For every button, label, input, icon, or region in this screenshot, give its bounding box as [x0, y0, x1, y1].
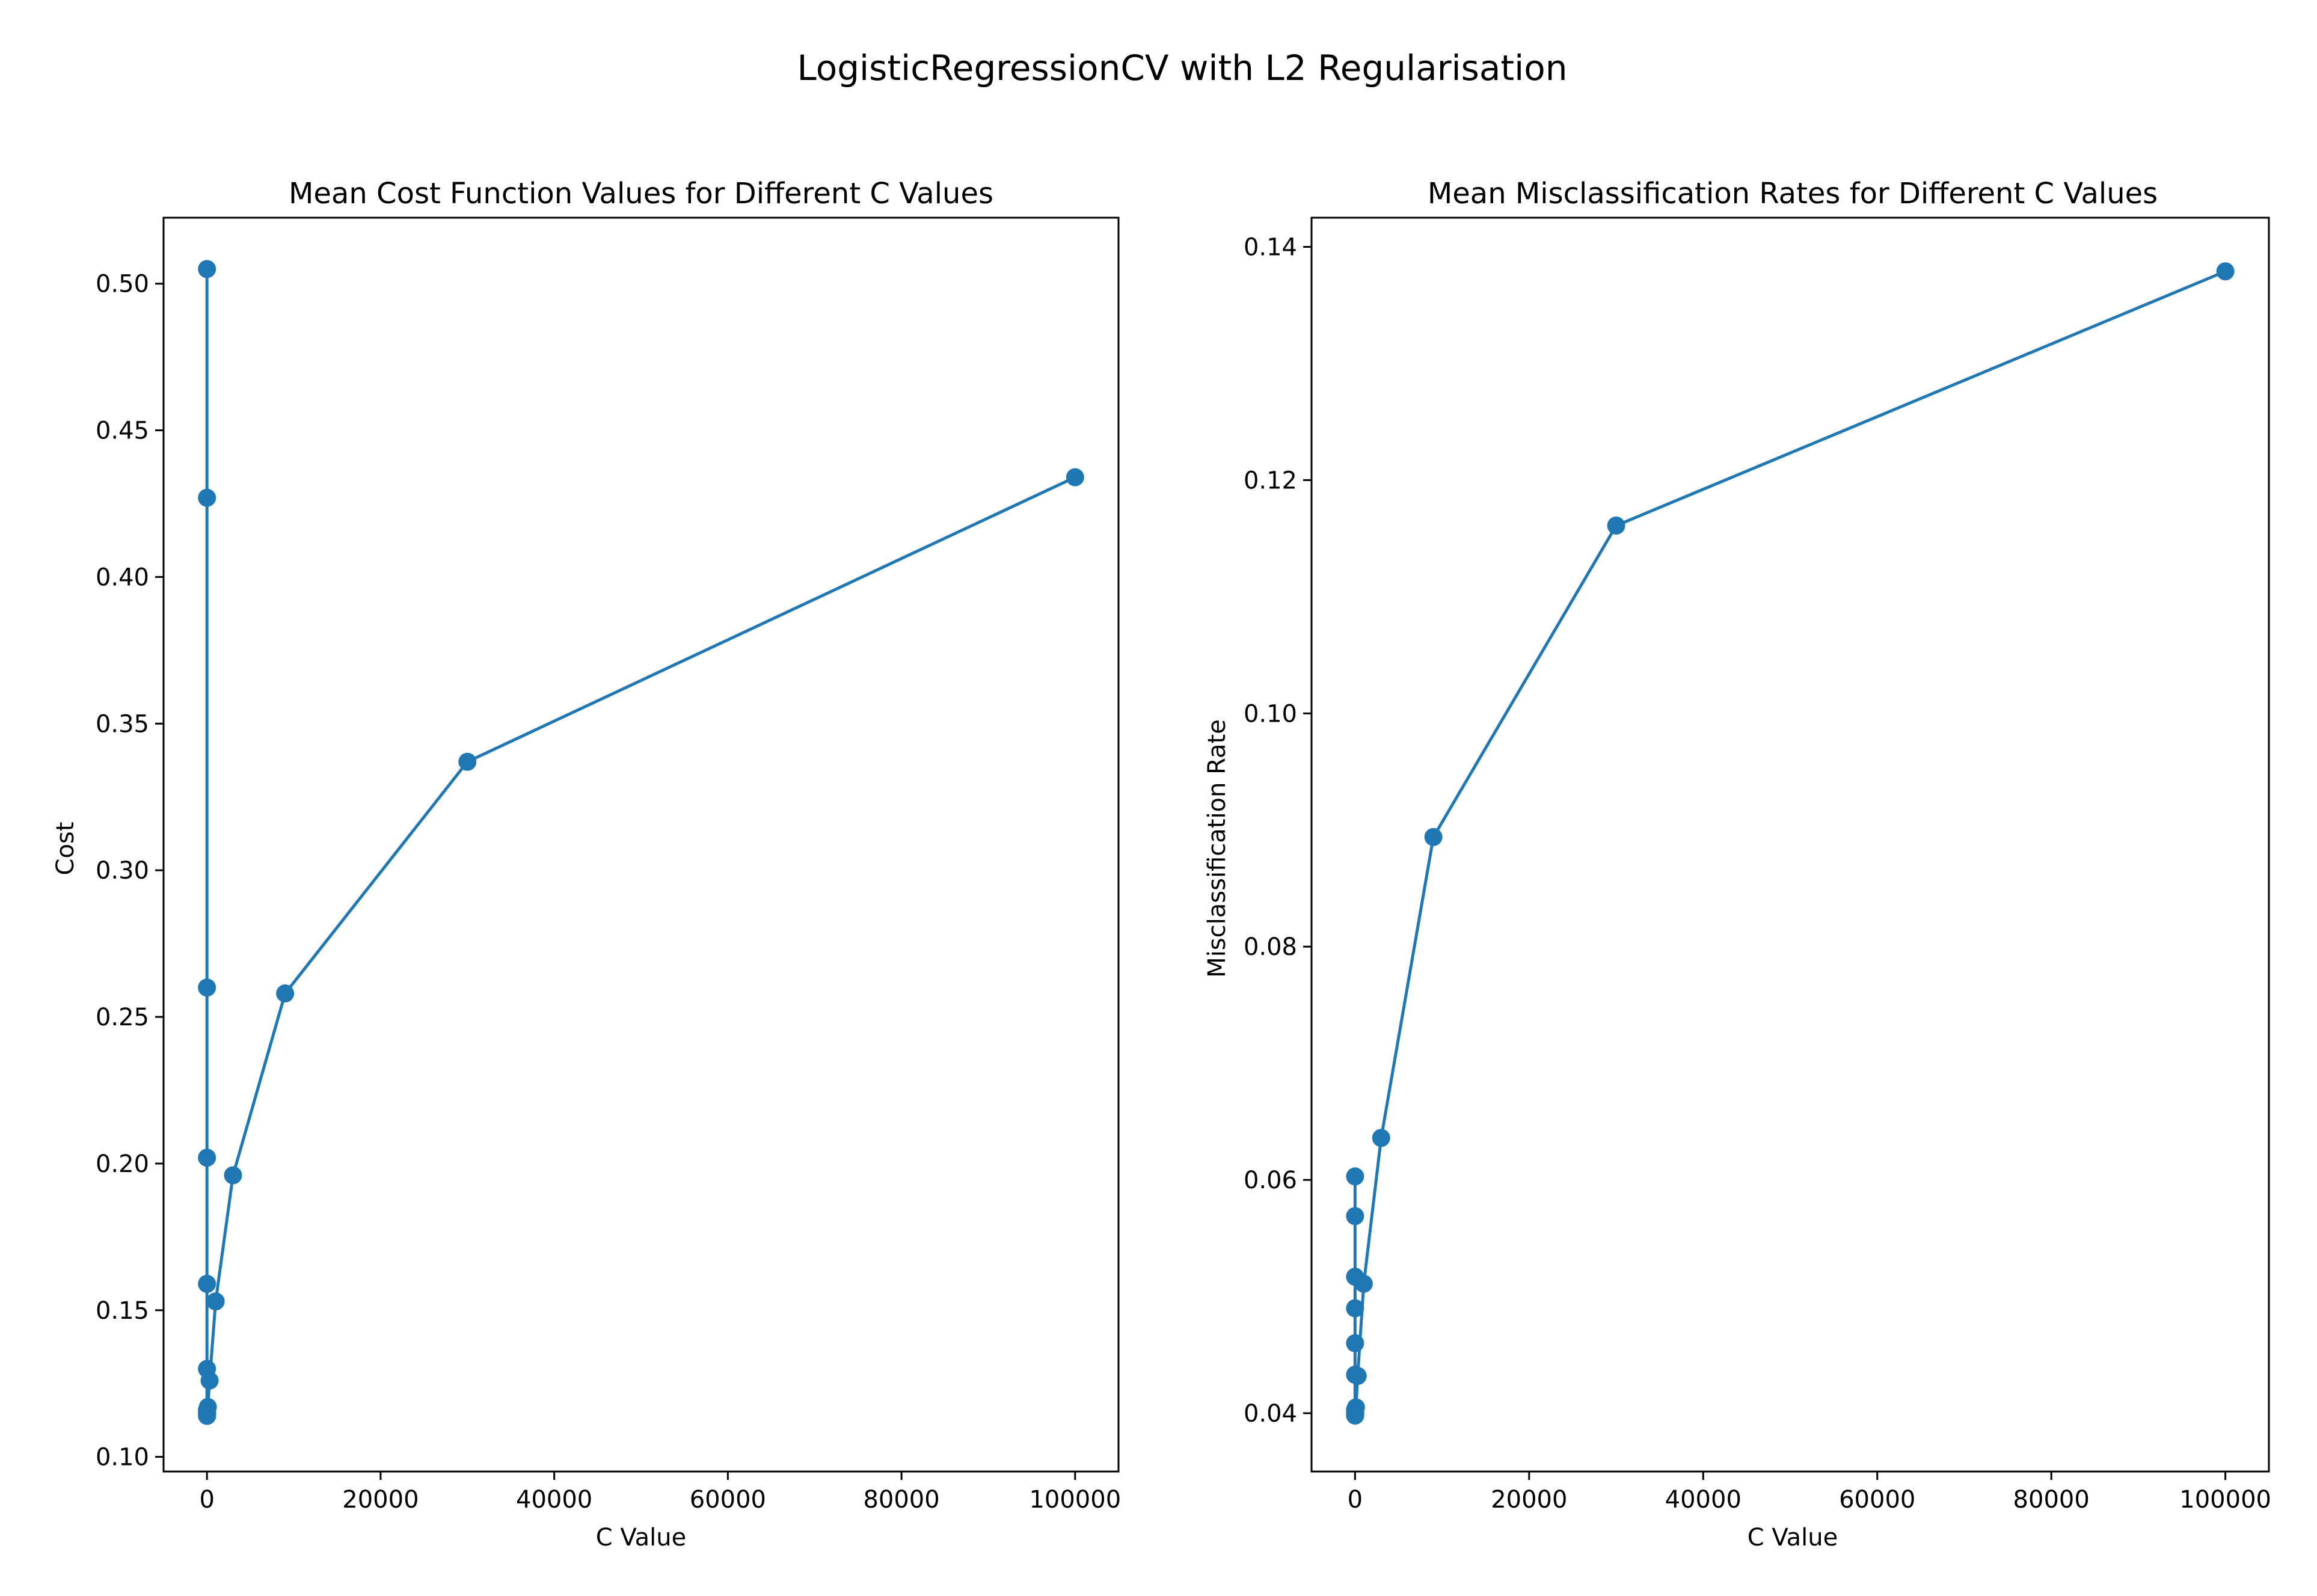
cost-xtick-label: 0	[199, 1486, 214, 1514]
misclassification-xtick-label: 0	[1348, 1486, 1363, 1514]
cost-xtick-label: 20000	[342, 1486, 419, 1514]
misclassification-data-point	[1346, 1334, 1364, 1352]
cost-data-point	[206, 1292, 225, 1311]
misclassification-ytick-label: 0.12	[1244, 467, 1297, 494]
misclassification-ytick-label: 0.14	[1244, 233, 1297, 261]
cost-ytick-label: 0.20	[96, 1150, 149, 1178]
cost-chart-title: Mean Cost Function Values for Different …	[289, 177, 993, 210]
cost-data-point	[276, 984, 295, 1003]
cost-data-point	[200, 1371, 219, 1390]
cost-ytick-label: 0.30	[96, 857, 149, 885]
misclassification-ytick-label: 0.06	[1244, 1167, 1297, 1194]
misclassification-data-point	[1424, 827, 1443, 846]
misclassification-data-point	[1346, 1398, 1365, 1417]
cost-data-point	[1066, 468, 1084, 486]
misclassification-chart-panel: Mean Misclassification Rates for Differe…	[1203, 177, 2271, 1551]
misclassification-chart-ylabel: Misclassification Rate	[1203, 719, 1231, 978]
misclassification-xtick-label: 60000	[1839, 1486, 1915, 1514]
misclassification-data-point	[1346, 1167, 1364, 1186]
misclassification-ytick-label: 0.10	[1244, 700, 1297, 728]
cost-xtick-label: 100000	[1029, 1486, 1121, 1514]
cost-data-point	[198, 1149, 216, 1167]
misclassification-xtick-label: 40000	[1665, 1486, 1742, 1514]
cost-ytick-label: 0.50	[96, 271, 149, 298]
misclassification-data-point	[1372, 1129, 1390, 1147]
cost-xtick-label: 60000	[690, 1486, 766, 1514]
cost-ytick-label: 0.35	[96, 710, 149, 738]
cost-ytick-label: 0.10	[96, 1444, 149, 1472]
misclassification-data-point	[1346, 1207, 1364, 1226]
cost-ytick-label: 0.40	[96, 563, 149, 591]
cost-data-point	[198, 1398, 217, 1416]
misclassification-chart-title: Mean Misclassification Rates for Differe…	[1428, 177, 2158, 210]
cost-data-point	[198, 978, 216, 997]
misclassification-xtick-label: 100000	[2179, 1486, 2271, 1514]
cost-chart-ylabel: Cost	[52, 822, 79, 876]
cost-chart-xlabel: C Value	[596, 1524, 687, 1551]
misclassification-xtick-label: 80000	[2013, 1486, 2090, 1514]
cost-ytick-label: 0.25	[96, 1004, 149, 1031]
cost-xtick-label: 40000	[516, 1486, 592, 1514]
cost-xtick-label: 80000	[863, 1486, 939, 1514]
misclassification-chart-xlabel: C Value	[1748, 1524, 1838, 1551]
misclassification-data-point	[1607, 517, 1625, 535]
cost-data-point	[198, 488, 216, 507]
misclassification-data-point	[1346, 1299, 1364, 1318]
cost-ytick-label: 0.45	[96, 417, 149, 445]
misclassification-data-point	[1348, 1366, 1367, 1385]
misclassification-ytick-label: 0.04	[1244, 1400, 1297, 1428]
misclassification-ytick-label: 0.08	[1244, 933, 1297, 961]
cost-chart-panel: Mean Cost Function Values for Different …	[52, 177, 1121, 1551]
misclassification-data-point	[1354, 1274, 1373, 1293]
cost-data-point	[198, 1274, 216, 1293]
figure-suptitle: LogisticRegressionCV with L2 Regularisat…	[797, 48, 1567, 88]
misclassification-xtick-label: 20000	[1491, 1486, 1567, 1514]
cost-data-point	[198, 260, 216, 278]
cost-data-point	[224, 1166, 242, 1185]
cost-ytick-label: 0.15	[96, 1297, 149, 1325]
cost-data-point	[458, 752, 477, 771]
misclassification-axes-frame	[1310, 216, 2270, 1473]
cost-axes-frame	[162, 216, 1120, 1473]
misclassification-data-point	[2216, 262, 2235, 281]
